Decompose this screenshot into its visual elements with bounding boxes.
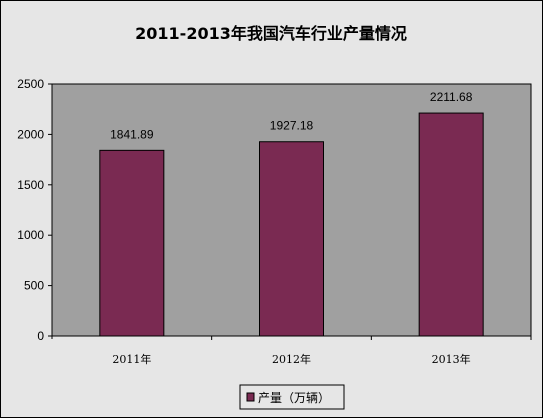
y-tick-label: 500 bbox=[24, 279, 44, 293]
y-tick-label: 1000 bbox=[17, 228, 44, 242]
y-tick-label: 1500 bbox=[17, 178, 44, 192]
bar bbox=[99, 149, 165, 337]
bar bbox=[418, 112, 484, 337]
y-tick-label: 2500 bbox=[17, 77, 44, 91]
x-tick-label: 2011年 bbox=[112, 352, 151, 366]
y-tick-label: 0 bbox=[37, 329, 44, 343]
legend-label: 产量（万辆） bbox=[258, 391, 330, 405]
x-tick-label: 2012年 bbox=[272, 352, 311, 366]
legend-box bbox=[239, 384, 345, 410]
data-label: 1841.89 bbox=[110, 127, 154, 141]
legend-swatch bbox=[246, 392, 255, 402]
x-tick-label: 2013年 bbox=[432, 352, 471, 366]
chart-title: 2011-2013年我国汽车行业产量情况 bbox=[135, 24, 407, 43]
y-tick-label: 2000 bbox=[17, 127, 44, 141]
data-label: 1927.18 bbox=[270, 119, 314, 133]
bar bbox=[259, 141, 324, 337]
data-label: 2211.68 bbox=[430, 90, 473, 104]
